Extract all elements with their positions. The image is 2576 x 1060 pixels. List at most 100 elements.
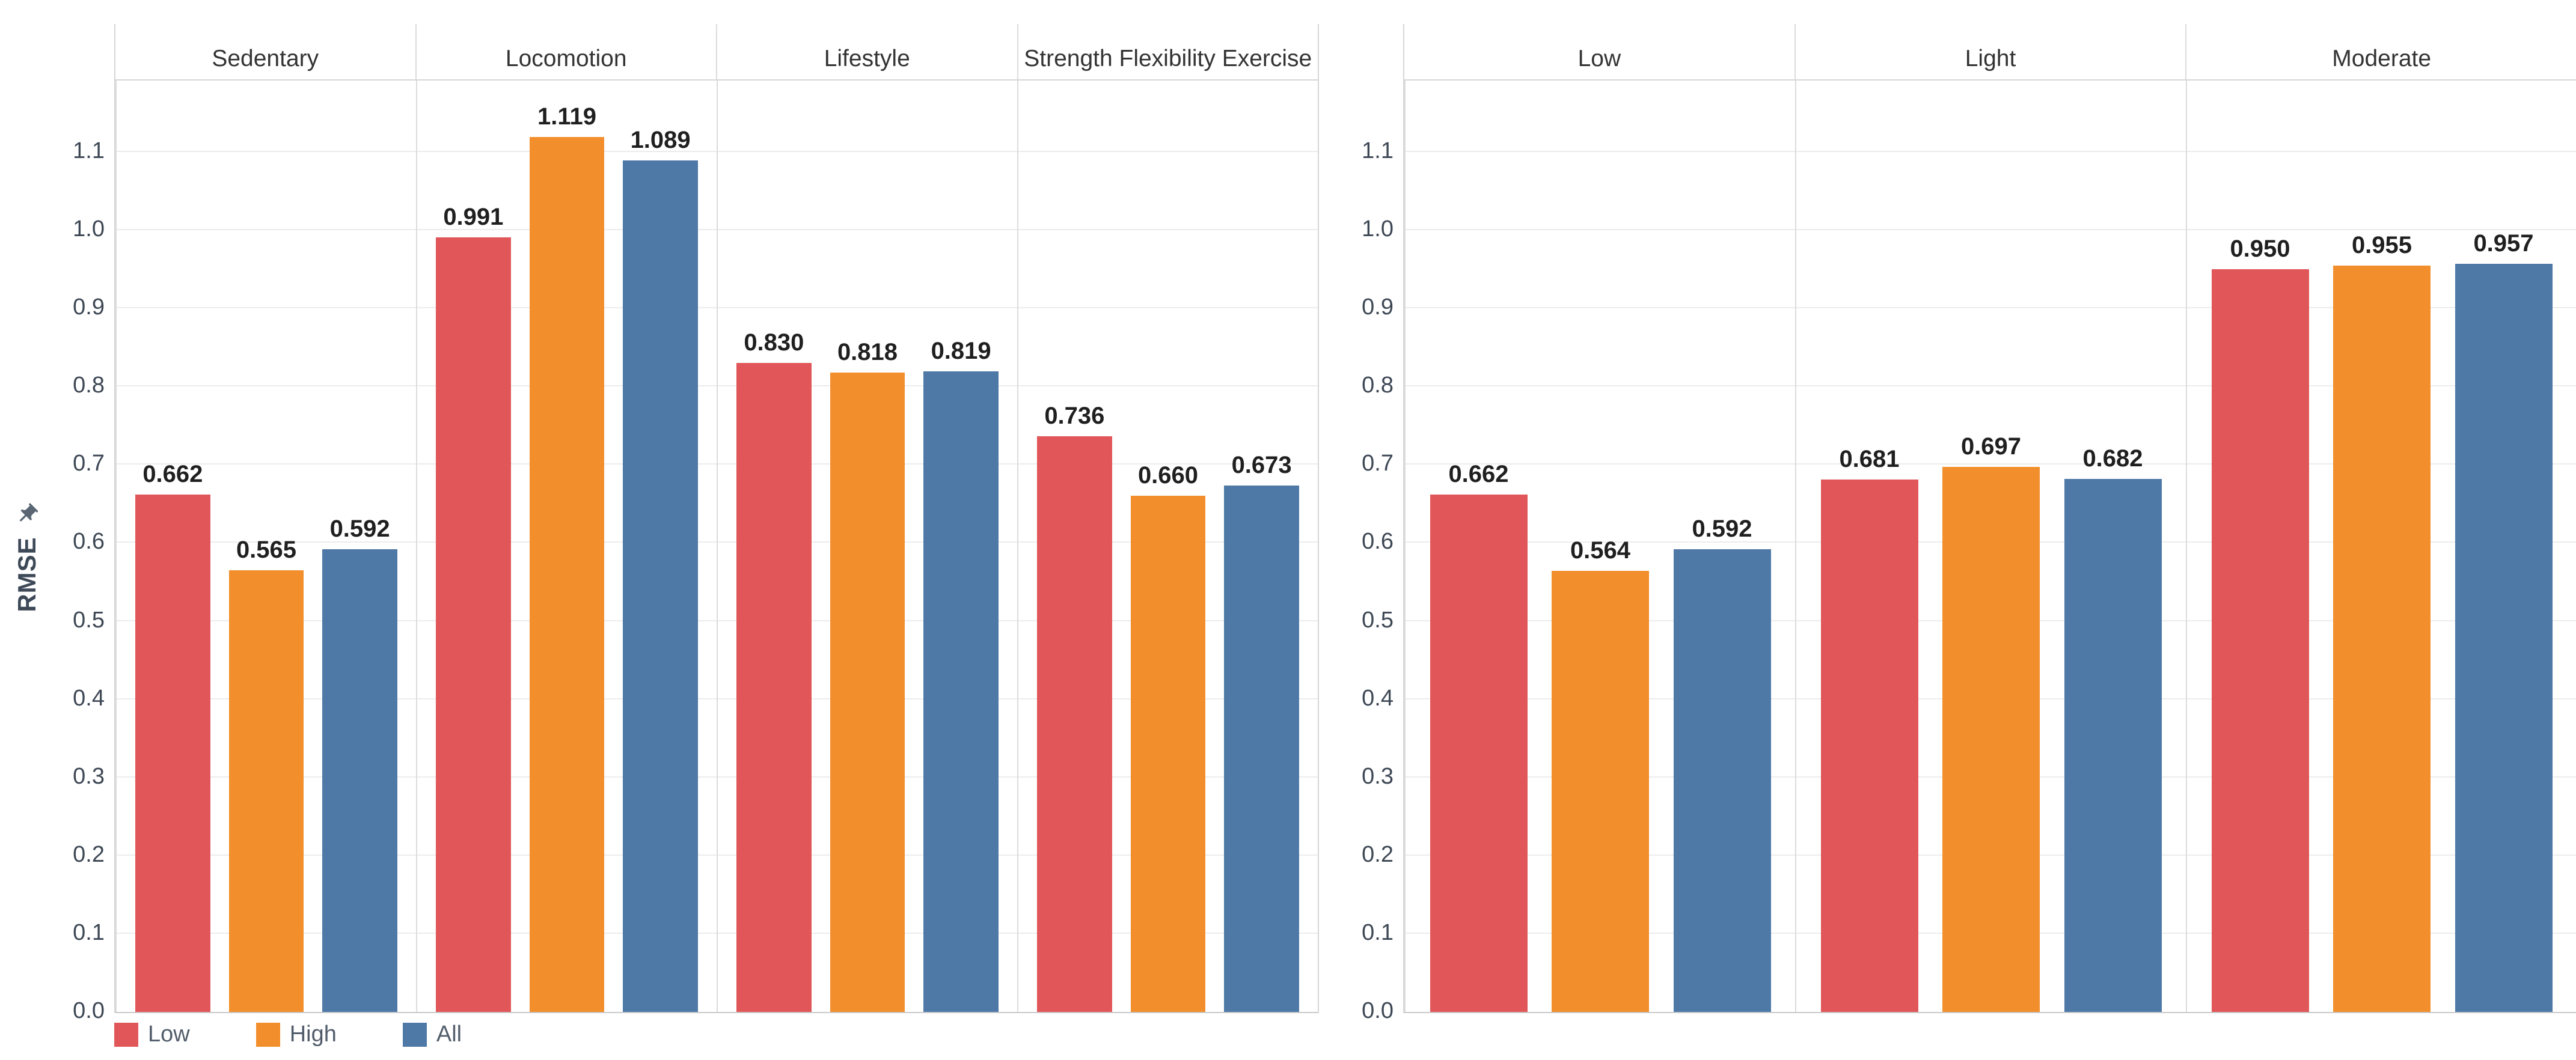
bar-low	[436, 237, 511, 1012]
legend: Low High All	[114, 1022, 1319, 1047]
legend-swatch	[255, 1022, 280, 1047]
category-column: 0.662 0.564 0.592	[1404, 81, 1795, 1012]
bar-value-label: 0.682	[2082, 445, 2143, 472]
bar-group-item: 0.736	[1037, 81, 1112, 1012]
y-tick-label: 0.0	[73, 998, 105, 1023]
gridline	[1404, 150, 2576, 152]
bar-value-label: 0.736	[1044, 403, 1105, 430]
category-column: 0.830 0.818 0.819	[717, 81, 1017, 1012]
right-y-axis-ticks: 0.0 0.1 0.2 0.3 0.4 0.5 0.6 0.7 0.8 0.9 1.0 1.1	[1349, 79, 1403, 1022]
bar-low	[736, 363, 812, 1012]
left-plot-area: 0.662 0.565 0.592 0.991 1.119 1.089 0.830 0.818…	[115, 81, 1318, 1013]
legend-item: High	[255, 1022, 337, 1047]
column-header: Low	[1577, 46, 1621, 72]
column-header: Lifestyle	[716, 24, 1017, 79]
y-tick-label: 0.2	[1362, 841, 1394, 867]
bar-all	[2455, 263, 2553, 1012]
bar-group-item: 0.660	[1130, 81, 1206, 1012]
bar-low	[1037, 436, 1112, 1012]
bar-value-label: 0.681	[1839, 446, 1900, 473]
legend-swatch	[402, 1022, 427, 1047]
gridline	[1404, 385, 2576, 387]
bar-group-item: 0.564	[1552, 81, 1649, 1012]
column-header: Moderate	[2185, 24, 2576, 79]
bar-all	[1224, 486, 1299, 1012]
category-column: 0.991 1.119 1.089	[416, 81, 717, 1012]
y-tick-label: 0.9	[1362, 294, 1394, 320]
bar-group-item: 0.681	[1820, 81, 1918, 1012]
bar-value-label: 0.660	[1137, 462, 1199, 489]
bar-all	[322, 549, 397, 1012]
bar-group-item: 0.991	[436, 81, 511, 1012]
bar-group-item: 0.697	[1942, 81, 2040, 1012]
y-tick-label: 0.1	[73, 919, 105, 945]
bar-value-label: 0.819	[931, 338, 991, 365]
y-tick-label: 1.1	[73, 138, 105, 163]
bar-value-label: 0.830	[744, 329, 804, 356]
category-column: 0.950 0.955 0.957	[2186, 81, 2576, 1012]
bar-group-item: 0.955	[2333, 81, 2431, 1012]
category-column: 0.662 0.565 0.592	[115, 81, 416, 1012]
gridline	[1404, 463, 2576, 465]
legend-item: All	[402, 1022, 462, 1047]
bar-high	[830, 372, 905, 1012]
bar-value-label: 0.662	[1448, 460, 1509, 487]
bar-group-item: 0.592	[322, 81, 397, 1012]
bar-group-item: 0.818	[830, 81, 905, 1012]
left-column-headers: Sedentary Locomotion Lifestyle Strength Fle…	[115, 24, 1318, 81]
right-column-headers: Low Light Moderate	[1404, 24, 2576, 81]
bar-group-item: 0.592	[1673, 81, 1771, 1012]
bar-low	[1430, 494, 1528, 1012]
bar-group-item: 1.119	[529, 81, 605, 1012]
bar-value-label: 0.673	[1231, 452, 1292, 479]
y-tick-label: 0.9	[73, 294, 105, 320]
bar-value-label: 0.662	[142, 460, 203, 487]
legend-item-label: All	[436, 1022, 462, 1047]
bar-low	[135, 494, 210, 1012]
bar-all	[623, 160, 698, 1012]
y-tick-label: 0.5	[73, 607, 105, 633]
legend-item-label: Low	[148, 1022, 190, 1047]
right-chart-block: 0.0 0.1 0.2 0.3 0.4 0.5 0.6 0.7 0.8 0.9 1.0 1.1 Low…	[1349, 24, 2576, 1022]
y-tick-label: 1.0	[1362, 216, 1394, 242]
bar-group-item: 0.682	[2064, 81, 2162, 1012]
bar-low	[1820, 480, 1918, 1012]
bar-high	[1942, 467, 2040, 1012]
bar-value-label: 0.957	[2473, 230, 2534, 257]
bar-value-label: 1.089	[630, 127, 691, 154]
bar-value-label: 0.991	[443, 203, 504, 230]
y-tick-label: 0.4	[1362, 685, 1394, 711]
bar-value-label: 0.592	[1692, 515, 1752, 542]
bar-high	[2333, 265, 2431, 1012]
gridline	[1404, 229, 2576, 230]
column-header: Light	[1794, 24, 2186, 79]
legend-item-label: High	[289, 1022, 337, 1047]
right-plot-area: 0.662 0.564 0.592 0.681 0.697 0.682 0.950 0.955…	[1404, 81, 2576, 1013]
y-tick-label: 0.3	[1362, 763, 1394, 789]
column-header: Strength Flexibility Exercise	[1017, 24, 1318, 79]
y-axis-label-column: RMSE	[0, 24, 54, 1011]
left-chart-block: RMSE 0.0 0.1 0.2 0.3 0.4 0.5 0.6 0.7 0.8 0.9 1.0 1.…	[0, 24, 1319, 1047]
category-column: 0.736 0.660 0.673	[1017, 81, 1318, 1012]
bar-high	[228, 570, 304, 1012]
bar-high	[529, 137, 605, 1012]
y-tick-label: 0.4	[73, 685, 105, 711]
right-panel: Low Light Moderate 0.662 0.564 0.592 0.681 0.6…	[1403, 24, 2576, 1013]
left-panel: Sedentary Locomotion Lifestyle Strength Fle…	[114, 24, 1319, 1013]
pin-icon	[20, 502, 38, 521]
y-tick-label: 0.7	[1362, 451, 1394, 477]
bar-value-label: 0.565	[236, 536, 297, 563]
category-column: 0.681 0.697 0.682	[1795, 81, 2186, 1012]
bar-low	[2211, 269, 2309, 1012]
bar-all	[2064, 478, 2162, 1012]
column-header: Sedentary	[212, 46, 319, 72]
bar-group-item: 0.662	[135, 81, 210, 1012]
y-tick-label: 0.6	[1362, 529, 1394, 555]
bar-high	[1552, 571, 1649, 1012]
y-axis-label: RMSE	[13, 502, 41, 612]
y-tick-label: 0.0	[1362, 998, 1394, 1023]
y-tick-label: 0.8	[1362, 373, 1394, 398]
y-tick-label: 0.8	[73, 373, 105, 398]
y-tick-label: 1.1	[1362, 138, 1394, 163]
gridline	[1404, 307, 2576, 309]
